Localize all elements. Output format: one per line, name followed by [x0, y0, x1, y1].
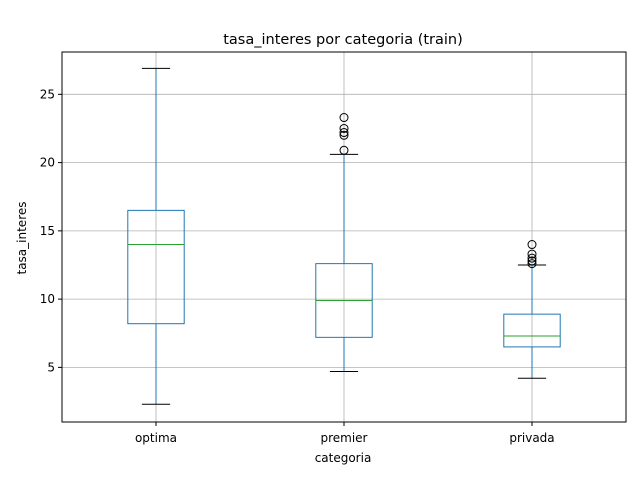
outlier-point: [339, 123, 349, 133]
x-axis-label: categoria: [315, 451, 372, 465]
x-tick-label: privada: [509, 431, 554, 445]
y-tick-label: 10: [40, 292, 55, 306]
box-group-privada: [503, 240, 561, 379]
outlier-point: [527, 249, 537, 259]
chart-title: tasa_interes por categoria (train): [223, 32, 463, 48]
y-axis-label: tasa_interes: [15, 202, 29, 275]
outlier-point: [339, 130, 349, 140]
iqr-box: [503, 313, 561, 348]
outlier-point: [527, 259, 537, 269]
outlier-point: [527, 256, 537, 266]
box-group-optima: [127, 67, 185, 405]
axes: 5 10 15 20 25 optima premier privada: [40, 51, 627, 445]
box-layer: [127, 67, 561, 405]
y-tick-label: 20: [40, 156, 55, 170]
y-tick-label: 15: [40, 224, 55, 238]
outlier-point: [527, 253, 537, 263]
iqr-box: [127, 209, 185, 325]
outlier-point: [339, 113, 349, 123]
outlier-point: [339, 145, 349, 155]
x-tick-label: premier: [320, 431, 367, 445]
x-tick-label: optima: [135, 431, 177, 445]
outlier-point: [339, 128, 349, 138]
y-tick-label: 25: [40, 87, 55, 101]
y-tick-label: 5: [47, 360, 55, 374]
outlier-point: [527, 240, 537, 250]
box-group-premier: [315, 113, 373, 372]
